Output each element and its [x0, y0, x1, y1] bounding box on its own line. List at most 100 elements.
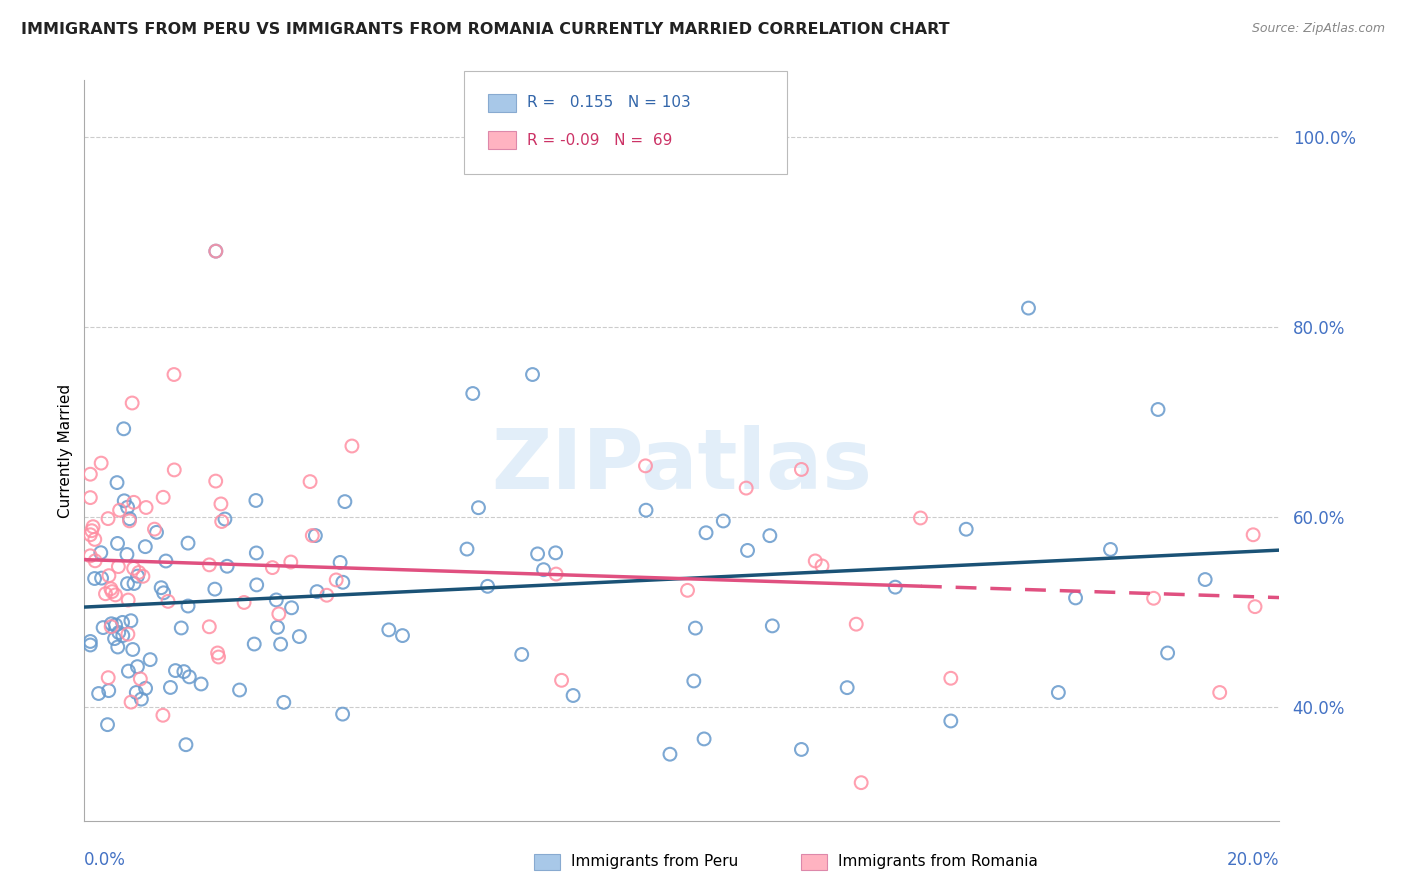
Point — [214, 512, 236, 526]
Point — [163, 463, 186, 477]
Point — [155, 554, 177, 568]
Point — [100, 620, 122, 634]
Point — [267, 607, 290, 621]
Point — [533, 563, 555, 577]
Point — [340, 439, 363, 453]
Point — [97, 683, 120, 698]
Point — [97, 671, 120, 685]
Point — [79, 549, 101, 563]
Point — [90, 546, 112, 560]
Point — [711, 514, 734, 528]
Point — [117, 627, 139, 641]
Text: R =   0.155   N = 103: R = 0.155 N = 103 — [527, 95, 690, 110]
Point — [461, 386, 484, 401]
Point — [170, 621, 193, 635]
Point — [288, 630, 311, 644]
Point — [270, 637, 292, 651]
Point — [118, 514, 141, 528]
Point — [315, 588, 337, 602]
Point — [845, 617, 868, 632]
Point — [245, 493, 267, 508]
Point — [97, 568, 120, 582]
Point — [205, 244, 228, 259]
Point — [1194, 573, 1216, 587]
Point — [128, 566, 150, 580]
Point — [209, 497, 232, 511]
Point — [163, 368, 186, 382]
Point — [132, 569, 155, 583]
Text: Immigrants from Romania: Immigrants from Romania — [838, 855, 1038, 869]
Point — [546, 567, 568, 582]
Point — [96, 717, 118, 731]
Point — [685, 621, 707, 635]
Point — [1147, 402, 1170, 417]
Point — [1244, 599, 1267, 614]
Point — [120, 614, 142, 628]
Point — [526, 547, 548, 561]
Point — [522, 368, 544, 382]
Point — [562, 689, 585, 703]
Point — [243, 637, 266, 651]
Point — [112, 422, 135, 436]
Point — [204, 474, 226, 488]
Point — [117, 500, 139, 515]
Point — [939, 671, 962, 685]
Point — [173, 665, 195, 679]
Point — [118, 512, 141, 526]
Point — [659, 747, 682, 762]
Point — [117, 593, 139, 607]
Point — [111, 628, 134, 642]
Point — [207, 650, 229, 665]
Point — [107, 625, 129, 640]
Point — [198, 620, 221, 634]
Point — [145, 525, 167, 540]
Point — [299, 475, 322, 489]
Point — [139, 653, 162, 667]
Point — [510, 648, 533, 662]
Point — [955, 522, 977, 536]
Y-axis label: Currently Married: Currently Married — [58, 384, 73, 517]
Point — [174, 738, 197, 752]
Point — [207, 646, 229, 660]
Point — [634, 503, 657, 517]
Point — [391, 629, 413, 643]
Point — [737, 543, 759, 558]
Point — [910, 511, 932, 525]
Point — [105, 475, 128, 490]
Point — [79, 638, 101, 652]
Point — [152, 708, 174, 723]
Point — [100, 582, 122, 596]
Point — [79, 491, 101, 505]
Point — [107, 640, 129, 654]
Point — [790, 462, 813, 476]
Point — [333, 494, 356, 508]
Point — [245, 546, 267, 560]
Text: Source: ZipAtlas.com: Source: ZipAtlas.com — [1251, 22, 1385, 36]
Text: ZIPatlas: ZIPatlas — [492, 425, 872, 506]
Point — [94, 587, 117, 601]
Point — [205, 244, 228, 259]
Point — [280, 600, 302, 615]
Point — [177, 536, 200, 550]
Point — [735, 481, 758, 495]
Point — [233, 595, 256, 609]
Point — [851, 775, 873, 789]
Point — [550, 673, 572, 688]
Point — [135, 500, 157, 515]
Point — [676, 583, 699, 598]
Point — [129, 672, 152, 686]
Point — [127, 659, 149, 673]
Point — [80, 524, 103, 538]
Point — [811, 558, 834, 573]
Point — [804, 554, 827, 568]
Point — [115, 548, 138, 562]
Point — [262, 560, 284, 574]
Point — [131, 692, 153, 706]
Text: 20.0%: 20.0% — [1227, 851, 1279, 869]
Point — [117, 664, 139, 678]
Point — [477, 579, 499, 593]
Point — [759, 529, 782, 543]
Point — [122, 495, 145, 509]
Point — [332, 707, 354, 722]
Point — [467, 500, 489, 515]
